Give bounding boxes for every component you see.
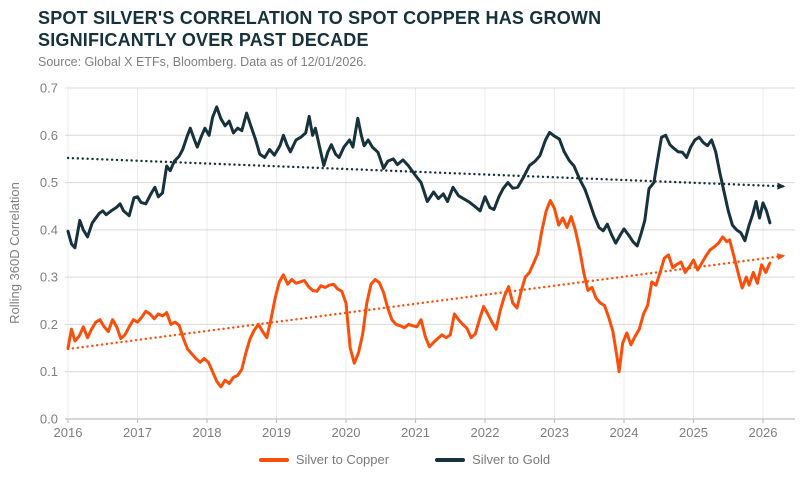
x-axis-tick-label: 2022 [471, 425, 500, 440]
copper-line-swatch [258, 457, 289, 462]
legend-item-silver-to-gold: Silver to Gold [435, 452, 550, 467]
x-axis-tick-label: 2023 [540, 425, 569, 440]
x-axis-tick-label: 2017 [123, 425, 152, 440]
legend-item-silver-to-copper: Silver to Copper [258, 452, 390, 467]
x-axis-tick-label: 2021 [401, 425, 430, 440]
legend-label-silver-to-gold: Silver to Gold [472, 452, 551, 467]
legend-label-silver-to-copper: Silver to Copper [295, 452, 390, 467]
y-axis-title: Rolling 360D Correlation [7, 182, 22, 324]
series-line-silver-to-gold [66, 105, 772, 250]
trendline-silver-to-gold [66, 156, 786, 190]
x-axis-tick-label: 2026 [749, 425, 778, 440]
x-axis-tick-label: 2020 [332, 425, 361, 440]
series-line-silver-to-copper [66, 199, 772, 389]
x-axis-tick-label: 2025 [679, 425, 708, 440]
y-axis-tick-label: 0.1 [40, 364, 58, 379]
source-note: Source: Global X ETFs, Bloomberg. Data a… [38, 55, 367, 69]
x-axis-tick-label: 2016 [54, 425, 83, 440]
x-axis-tick-label: 2024 [610, 425, 639, 440]
chart-title-line1: SPOT SILVER'S CORRELATION TO SPOT COPPER… [38, 8, 602, 28]
gold-line-swatch [435, 457, 466, 462]
y-axis-tick-label: 0.4 [40, 222, 58, 237]
y-axis-tick-label: 0.3 [40, 270, 58, 285]
y-axis-tick-label: 0.6 [40, 128, 58, 143]
trendline-silver-to-copper [66, 253, 786, 351]
y-axis-tick-label: 0.7 [40, 81, 58, 96]
y-axis-tick-label: 0.5 [40, 175, 58, 190]
chart-legend: Silver to Copper Silver to Gold [0, 452, 809, 467]
x-axis-tick-label: 2019 [262, 425, 291, 440]
x-axis-tick-label: 2018 [193, 425, 222, 440]
y-axis-tick-label: 0.2 [40, 317, 58, 332]
y-axis-tick-label: 0.0 [40, 412, 58, 427]
chart-title-line2: SIGNIFICANTLY OVER PAST DECADE [38, 30, 369, 50]
chart-title: SPOT SILVER'S CORRELATION TO SPOT COPPER… [38, 7, 601, 51]
chart-header: SPOT SILVER'S CORRELATION TO SPOT COPPER… [38, 7, 601, 69]
